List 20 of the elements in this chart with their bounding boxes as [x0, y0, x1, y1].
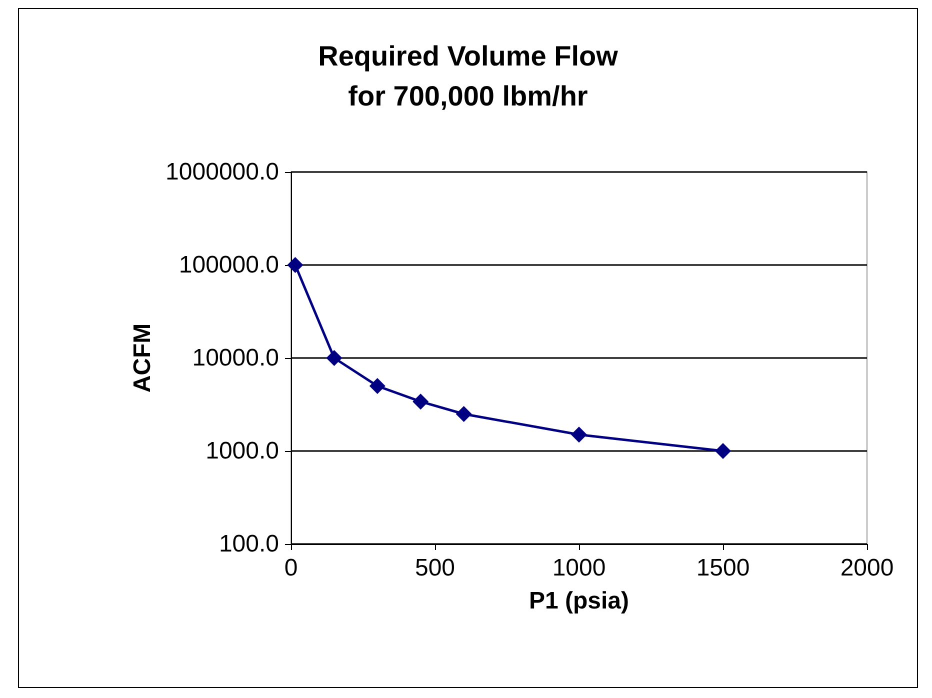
x-axis-title: P1 (psia): [528, 588, 630, 614]
point: [571, 426, 587, 443]
chart-title: Required Volume Flow for 700,000 lbm/hr: [318, 40, 618, 112]
x-tick-label: 0: [284, 554, 298, 582]
point: [715, 443, 731, 459]
y-tick-label: 100000.0: [178, 252, 279, 278]
x-tick-label: 500: [414, 554, 456, 582]
y-tick-label: 100.0: [218, 530, 279, 558]
y-tick-label: 10000.0: [192, 344, 279, 372]
point: [369, 378, 386, 394]
y-tick-label: 1000000.0: [166, 158, 279, 186]
y-tick-label: 1000.0: [206, 438, 279, 464]
x-tick-label: 2000: [840, 554, 894, 582]
point: [326, 350, 342, 366]
point: [456, 406, 472, 422]
x-tick-label: 1500: [696, 554, 750, 582]
point: [412, 394, 429, 410]
point: [287, 257, 304, 273]
x-tick-label: 1000: [552, 554, 606, 582]
y-axis-title: ACFM: [129, 323, 156, 393]
